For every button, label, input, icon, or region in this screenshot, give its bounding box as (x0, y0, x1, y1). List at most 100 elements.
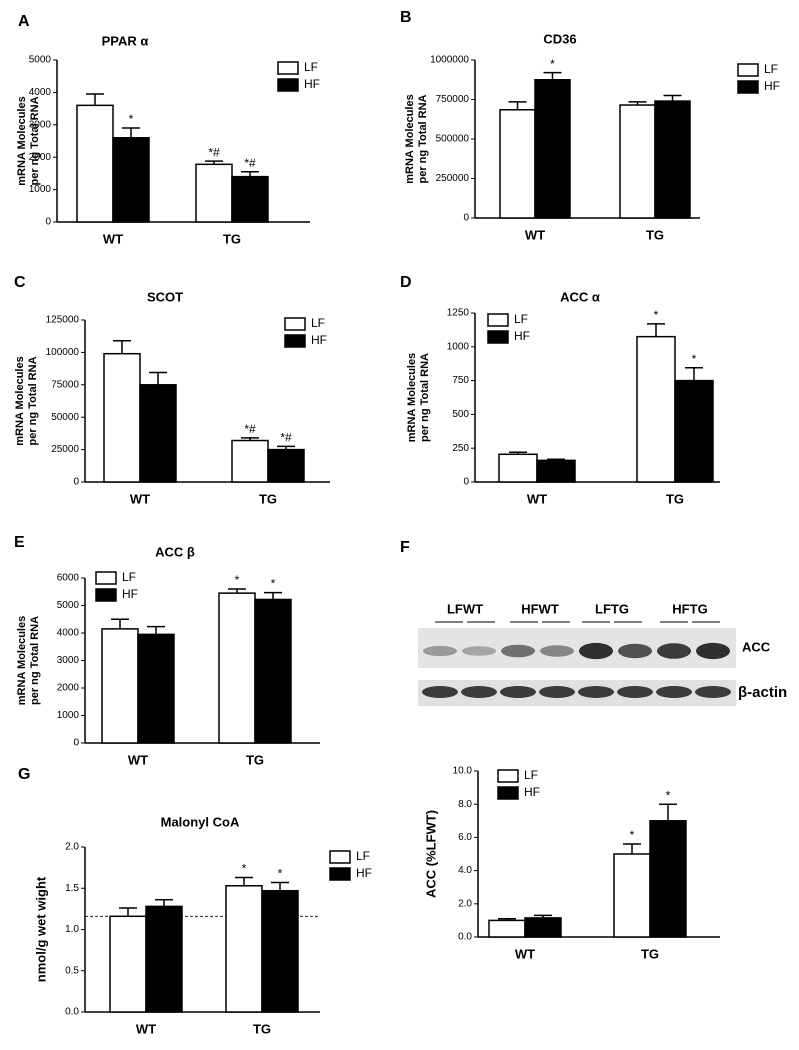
bar (524, 917, 562, 938)
chart-title: ACC α (560, 289, 600, 304)
blot-band (578, 686, 614, 698)
bar (536, 459, 576, 483)
y-axis-label: mRNA Molecules (14, 356, 26, 445)
y-tick-label: 3000 (57, 655, 80, 666)
y-tick-label: 2000 (29, 152, 52, 163)
lane-label: LFTG (595, 601, 629, 616)
y-tick-label: 25000 (51, 444, 79, 455)
legend-swatch (284, 334, 306, 348)
y-axis-label: per ng Total RNA (29, 616, 41, 705)
chart-title: SCOT (147, 289, 183, 304)
y-tick-label: 1250 (447, 308, 470, 319)
y-tick-label: 2.0 (458, 898, 472, 909)
bar (109, 915, 147, 1013)
x-tick-label: WT (515, 946, 535, 961)
blot-band (539, 686, 575, 698)
x-tick-label: TG (253, 1021, 271, 1036)
bar (76, 104, 114, 223)
y-tick-label: 750000 (436, 94, 470, 105)
y-tick-label: 6000 (57, 573, 80, 584)
blot-band (423, 645, 457, 657)
y-tick-label: 8.0 (458, 799, 472, 810)
y-tick-label: 0 (45, 217, 51, 228)
x-tick-label: TG (666, 491, 684, 506)
blot-band (618, 643, 652, 659)
legend-swatch (497, 786, 519, 800)
legend-label: LF (764, 62, 778, 76)
bar (498, 453, 538, 483)
blot-band (696, 642, 730, 660)
legend-swatch (737, 80, 759, 94)
legend-swatch (487, 313, 509, 327)
blot-band (461, 686, 497, 698)
y-tick-label: 500 (452, 409, 469, 420)
y-axis-label: mRNA Molecules (406, 353, 418, 442)
x-tick-label: WT (128, 752, 148, 767)
y-tick-label: 250 (452, 443, 469, 454)
legend-label: LF (122, 570, 136, 584)
bar (254, 598, 292, 744)
panel-label: B (400, 9, 412, 26)
panel-label: C (14, 274, 26, 291)
chart-title: Malonyl CoA (161, 814, 240, 829)
significance-mark: * (666, 788, 671, 802)
x-tick-label: WT (527, 491, 547, 506)
y-tick-label: 0 (463, 477, 469, 488)
bar (103, 352, 141, 483)
x-tick-label: TG (246, 752, 264, 767)
blot-band (500, 686, 536, 698)
y-tick-label: 2.0 (65, 842, 79, 853)
lane-label: HFWT (521, 601, 559, 616)
x-tick-label: TG (646, 227, 664, 242)
bar (112, 137, 150, 223)
legend-label: LF (524, 768, 538, 782)
legend-label: HF (356, 866, 372, 880)
bar (499, 109, 536, 219)
legend-swatch (95, 571, 117, 585)
y-tick-label: 10.0 (453, 766, 473, 777)
legend-swatch (497, 769, 519, 783)
panel-label: D (400, 274, 412, 291)
legend-swatch (277, 78, 299, 92)
panel-label: A (18, 13, 30, 30)
panel-label: F (400, 539, 410, 556)
legend-label: HF (311, 333, 327, 347)
y-tick-label: 0 (73, 477, 79, 488)
x-tick-label: WT (130, 491, 150, 506)
blot-band (540, 645, 574, 657)
y-tick-label: 500000 (436, 134, 470, 145)
bar (267, 448, 305, 483)
y-tick-label: 750 (452, 375, 469, 386)
y-axis-label: per ng Total RNA (417, 94, 429, 183)
chart-title: ACC β (155, 544, 195, 559)
blot-band (617, 686, 653, 698)
bar (101, 628, 139, 744)
bar (488, 919, 526, 938)
y-tick-label: 75000 (51, 379, 79, 390)
y-axis-label: per ng Total RNA (27, 356, 39, 445)
significance-mark: * (692, 352, 697, 366)
y-tick-label: 5000 (57, 600, 80, 611)
blot-band (656, 686, 692, 698)
y-tick-label: 0.0 (65, 1007, 79, 1018)
bar (619, 104, 656, 219)
y-tick-label: 125000 (46, 315, 80, 326)
y-tick-label: 50000 (51, 412, 79, 423)
chart-title: CD36 (543, 31, 576, 46)
chart-title: PPAR α (102, 33, 149, 48)
bar (674, 379, 714, 483)
bar (654, 100, 691, 219)
significance-mark: * (278, 867, 283, 881)
significance-mark: * (235, 573, 240, 587)
y-tick-label: 0 (463, 213, 469, 224)
y-axis-label: ACC (%LFWT) (423, 810, 438, 898)
panel-label: G (18, 766, 30, 783)
legend-swatch (95, 588, 117, 602)
legend-swatch (277, 61, 299, 75)
significance-mark: * (630, 828, 635, 842)
x-tick-label: TG (259, 491, 277, 506)
bar (649, 820, 687, 938)
y-axis-label: per ng Total RNA (419, 353, 431, 442)
bar (636, 335, 676, 483)
